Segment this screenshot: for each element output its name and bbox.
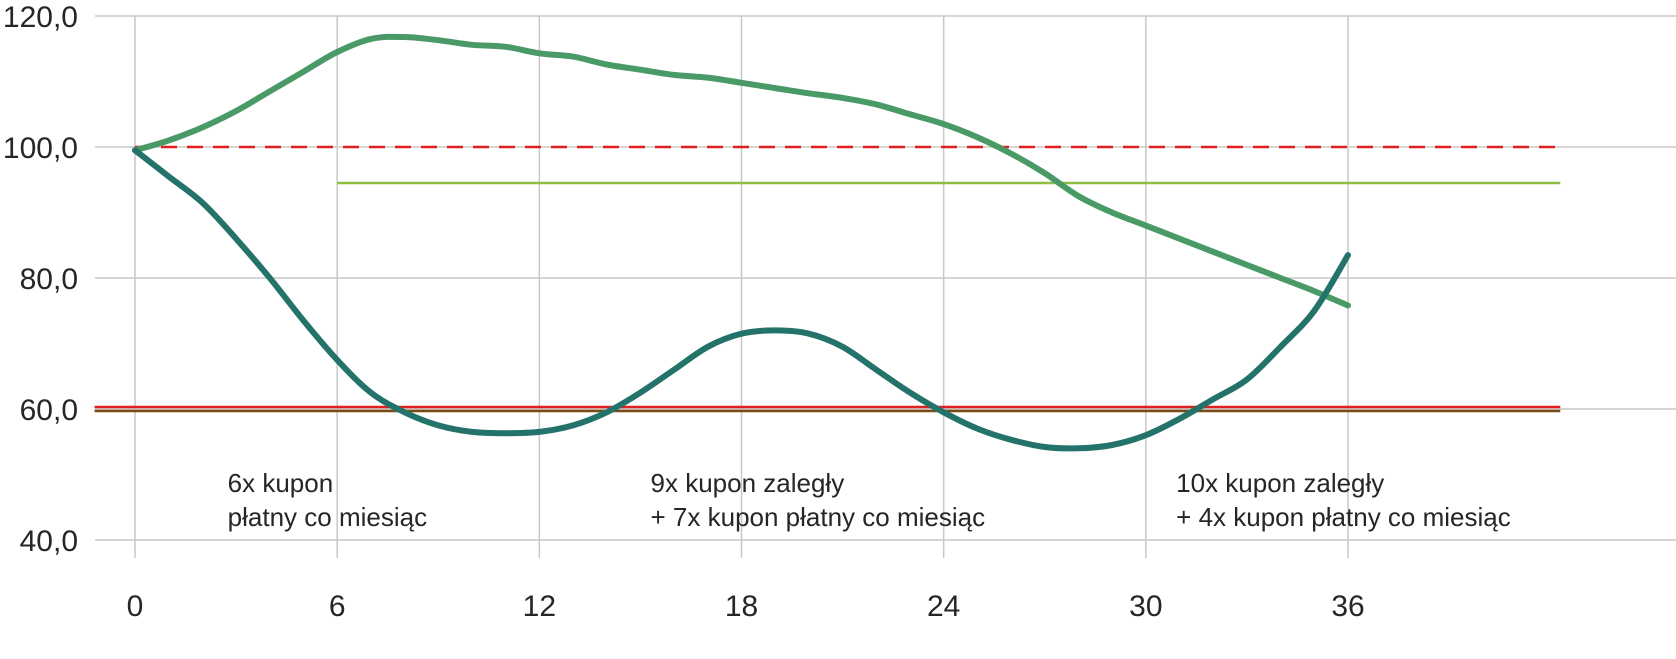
annotation-1: 9x kupon zaległy + 7x kupon płatny co mie… [651, 468, 986, 532]
x-tick-label: 30 [1129, 590, 1162, 623]
series-line-1 [132, 147, 1351, 452]
y-tick-label: 60,0 [20, 394, 78, 427]
x-tick-label: 18 [725, 590, 758, 623]
x-tick-label: 0 [127, 590, 144, 623]
annotations: 6x kupon płatny co miesiąc 9x kupon zaległ… [228, 468, 1511, 532]
x-tick-label: 6 [329, 590, 346, 623]
series-lines [132, 33, 1351, 452]
annotation-line: + 4x kupon płatny co miesiąc [1176, 502, 1511, 532]
series-line-0 [132, 33, 1351, 309]
y-tick-label: 80,0 [20, 263, 78, 296]
y-tick-label: 120,0 [3, 1, 78, 34]
annotation-0: 6x kupon płatny co miesiąc [228, 468, 427, 532]
x-tick-label: 12 [523, 590, 556, 623]
annotation-line: + 7x kupon płatny co miesiąc [651, 502, 986, 532]
annotation-line: 9x kupon zaległy [651, 468, 845, 498]
y-tick-label: 40,0 [20, 525, 78, 558]
reference-lines [94, 145, 1561, 413]
y-tick-label: 100,0 [3, 132, 78, 165]
annotation-2: 10x kupon zaległy + 4x kupon płatny co mi… [1176, 468, 1511, 532]
x-axis-tick-labels: 0 6 12 18 24 30 36 [127, 590, 1365, 623]
annotation-line: 6x kupon [228, 468, 334, 498]
x-tick-label: 24 [927, 590, 960, 623]
annotation-line: 10x kupon zaległy [1176, 468, 1384, 498]
annotation-line: płatny co miesiąc [228, 502, 427, 532]
y-axis-tick-labels: 40,0 60,0 80,0 100,0 120,0 [3, 1, 78, 558]
x-tick-label: 36 [1331, 590, 1364, 623]
